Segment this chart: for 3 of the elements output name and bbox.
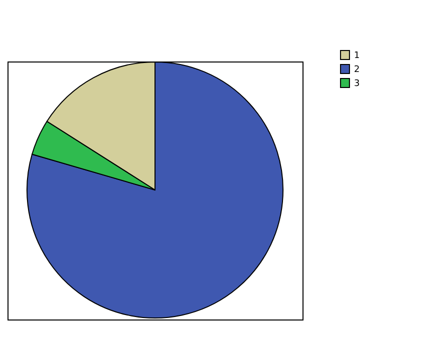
legend-label: 2 [354, 65, 360, 75]
legend-label: 3 [354, 79, 360, 89]
legend-label: 1 [354, 51, 360, 61]
